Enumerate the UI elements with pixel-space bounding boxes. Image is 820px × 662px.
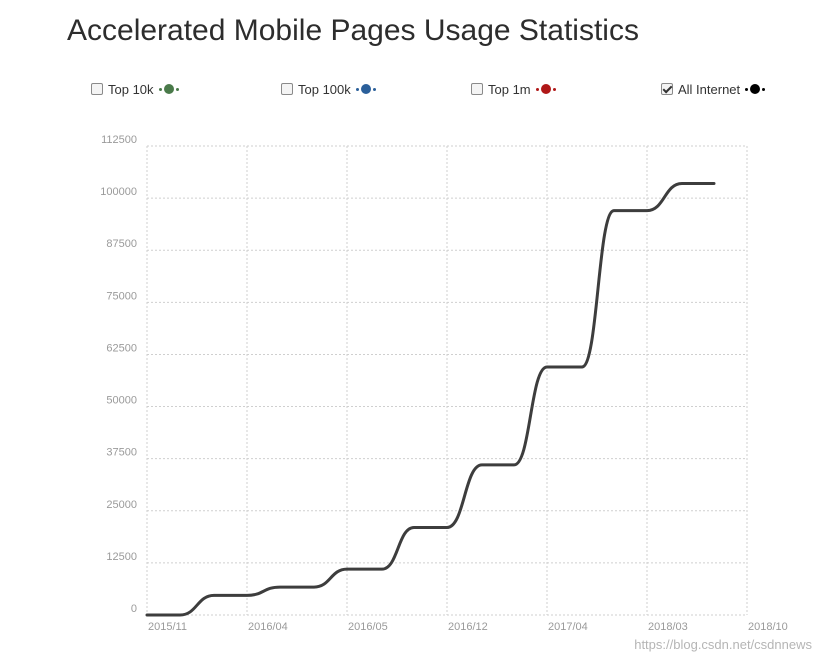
- series-dot-icon: [745, 84, 766, 94]
- top-100k-checkbox[interactable]: [281, 83, 293, 95]
- x-tick-label: 2016/04: [248, 621, 288, 633]
- legend-all-internet[interactable]: All Internet: [661, 80, 766, 98]
- y-tick-label: 50000: [106, 395, 137, 407]
- legend-label: Top 10k: [108, 81, 154, 97]
- legend-top-10k[interactable]: Top 10k: [91, 80, 179, 98]
- x-tick-label: 2018/10: [748, 621, 788, 633]
- y-tick-label: 0: [131, 603, 137, 615]
- legend-top-1m[interactable]: Top 1m: [471, 80, 556, 98]
- series-dot-icon: [355, 84, 376, 94]
- legend-label: All Internet: [678, 81, 741, 97]
- y-tick-label: 87500: [106, 238, 137, 250]
- x-tick-label: 2015/11: [148, 621, 187, 633]
- watermark-text: https://blog.csdn.net/csdnnews: [634, 637, 812, 652]
- y-tick-label: 112500: [101, 134, 137, 146]
- y-tick-label: 37500: [106, 447, 137, 459]
- y-tick-label: 25000: [106, 499, 137, 511]
- legend-label: Top 100k: [298, 81, 351, 97]
- y-tick-label: 12500: [106, 551, 137, 563]
- y-tick-label: 100000: [100, 186, 137, 198]
- legend-top-100k[interactable]: Top 100k: [281, 80, 376, 98]
- x-tick-label: 2017/04: [548, 621, 588, 633]
- series-dot-icon: [535, 84, 556, 94]
- page-title: Accelerated Mobile Pages Usage Statistic…: [67, 14, 639, 47]
- x-tick-label: 2018/03: [648, 621, 688, 633]
- all-internet-checkbox[interactable]: [661, 83, 673, 95]
- x-tick-label: 2016/12: [448, 621, 488, 633]
- series-dot-icon: [158, 84, 179, 94]
- y-tick-label: 62500: [106, 342, 137, 354]
- y-tick-label: 75000: [106, 290, 137, 302]
- top-1m-checkbox[interactable]: [471, 83, 483, 95]
- x-tick-label: 2016/05: [348, 621, 388, 633]
- top-10k-checkbox[interactable]: [91, 83, 103, 95]
- legend-label: Top 1m: [488, 81, 531, 97]
- series-line-all-internet: [145, 182, 716, 617]
